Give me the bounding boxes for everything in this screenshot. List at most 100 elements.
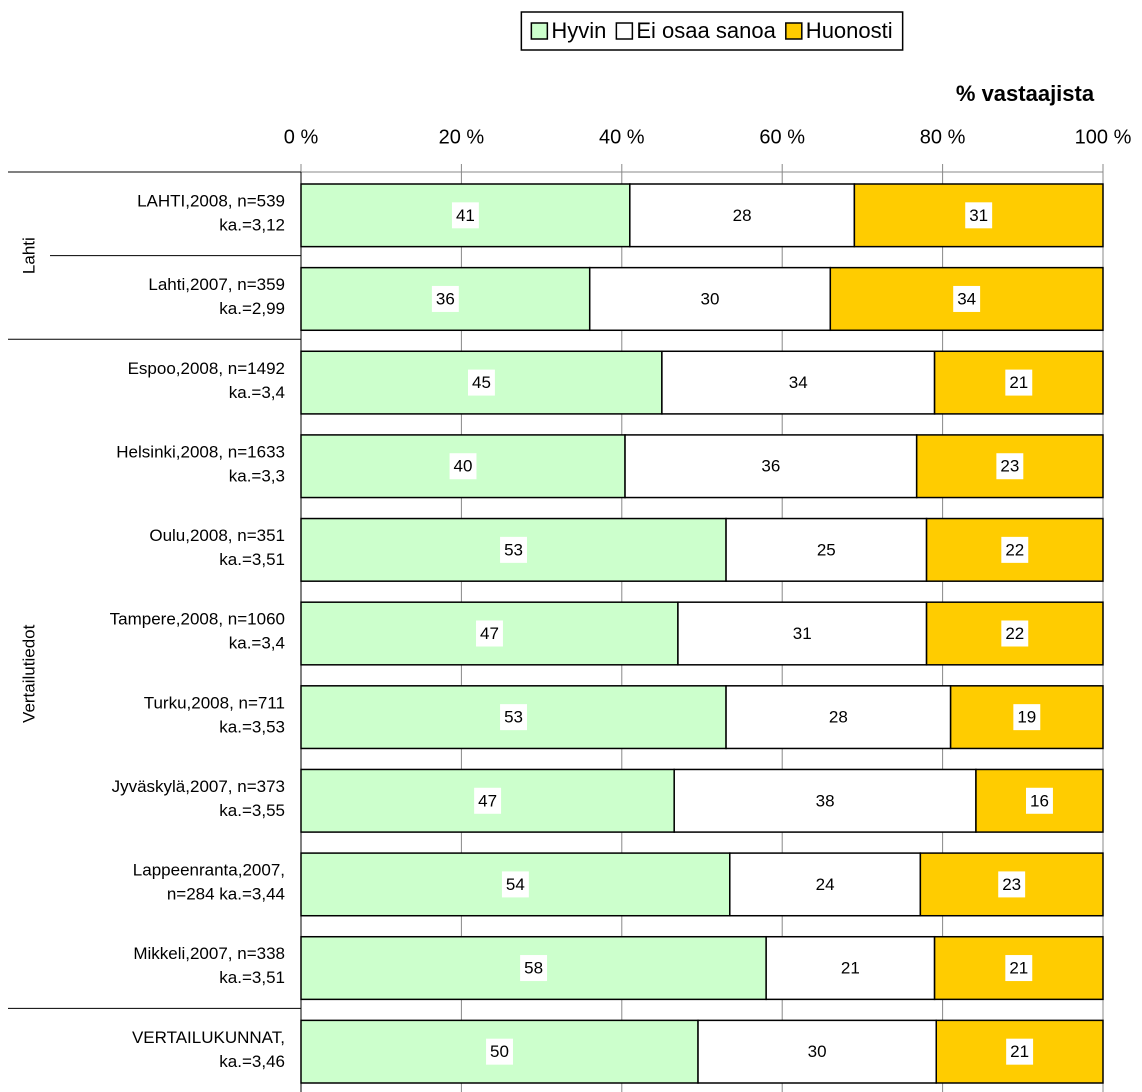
y-tick-label: ka.=3,53 [219,717,285,736]
group-label: Lahti [19,237,38,274]
data-label: 19 [1017,708,1036,727]
y-tick-label: VERTAILUKUNNAT, [132,1028,285,1047]
data-label-bg [996,453,1024,480]
y-tick-label: ka.=3,46 [219,1052,285,1071]
y-tick-label: LAHTI,2008, n=539 [137,191,285,210]
bar-segment [919,852,1104,917]
data-label: 21 [1009,373,1028,392]
data-label: 23 [1002,875,1021,894]
data-label-bg [788,620,816,647]
y-tick-label: ka.=3,55 [219,801,285,820]
data-label-bg [467,369,495,396]
y-tick-label: Lahti,2007, n=359 [148,275,285,294]
data-label-bg [1001,536,1029,563]
y-tick-label: Tampere,2008, n=1060 [110,610,285,629]
x-tick-label: 100 % [1075,126,1132,148]
data-label: 31 [969,206,988,225]
data-label: 24 [816,875,835,894]
data-label: 41 [456,206,475,225]
data-label: 38 [816,791,835,810]
data-label-bg [965,202,993,229]
y-tick-label: Turku,2008, n=711 [144,693,285,712]
data-label-bg [811,871,839,898]
data-label: 45 [472,373,491,392]
data-label-bg [1001,620,1029,647]
data-label: 50 [490,1042,509,1061]
y-tick-label: ka.=3,51 [219,550,285,569]
data-label: 25 [817,540,836,559]
axis-title: % vastaajista [956,81,1095,106]
data-label-bg [836,955,864,982]
data-label: 31 [793,624,812,643]
data-label-bg [812,536,840,563]
data-label-bg [431,285,459,312]
y-tick-label: Oulu,2008, n=351 [149,526,285,545]
y-tick-label: Mikkeli,2007, n=338 [133,944,285,963]
data-label-bg [500,704,527,731]
data-label-bg [501,871,529,898]
data-label: 28 [733,206,752,225]
data-label-bg [998,871,1026,898]
data-label-bg [520,955,548,982]
data-label: 21 [841,959,860,978]
y-tick-label: ka.=3,3 [229,466,285,485]
data-label: 22 [1005,540,1024,559]
bar-segment [300,768,675,833]
y-tick-label: ka.=3,4 [229,634,285,653]
data-label-bg [486,1038,513,1065]
data-label-bg [811,787,839,814]
y-tick-label: Lappeenranta,2007, [133,861,285,880]
data-label: 53 [504,708,523,727]
data-label-bg [500,536,527,563]
data-label: 22 [1005,624,1024,643]
data-label-bg [757,453,785,480]
data-label: 53 [504,540,523,559]
data-label: 47 [478,791,497,810]
data-label-bg [1005,369,1033,396]
data-label: 23 [1000,457,1019,476]
data-label-bg [784,369,812,396]
y-tick-label: Jyväskylä,2007, n=373 [112,777,285,796]
data-label-bg [953,285,981,312]
legend-swatch [530,22,549,40]
data-label-bg [1005,955,1033,982]
data-label: 58 [524,959,543,978]
y-tick-label: Helsinki,2008, n=1633 [116,442,285,461]
data-label-bg [1013,704,1041,731]
data-label: 54 [506,875,525,894]
data-label: 34 [789,373,808,392]
data-label-bg [476,620,503,647]
y-tick-label: ka.=3,51 [219,968,285,987]
bars: 41 28 31 36 30 34 45 34 21 40 36 23 53 25 22 47 31 22 53 28… [300,183,1104,1084]
x-tick-label: 20 % [439,126,485,148]
y-tick-label: ka.=3,4 [229,383,285,402]
data-label: 16 [1030,791,1049,810]
data-label: 47 [480,624,499,643]
bar-segment [729,852,922,917]
data-label: 40 [454,457,473,476]
legend-label: Ei osaa sanoa [636,18,776,43]
y-tick-label: ka.=3,12 [219,215,285,234]
data-label-bg [803,1038,831,1065]
data-label: 30 [701,289,720,308]
group-label: Vertailutiedot [19,624,38,723]
data-label: 28 [829,708,848,727]
data-label: 34 [957,289,976,308]
data-label-bg [1026,787,1053,814]
legend-swatch [785,22,803,40]
legend-label: Hyvin [551,18,606,43]
data-label: 36 [436,289,455,308]
x-tick-label: 0 % [284,126,319,148]
data-label: 36 [761,457,780,476]
data-label-bg [449,453,477,480]
data-label-bg [1006,1038,1034,1065]
data-label-bg [696,285,724,312]
legend: Hyvin Ei osaa sanoa Huonosti [520,11,904,51]
data-label-bg [451,202,479,229]
data-label-bg [824,704,852,731]
legend-box [520,11,904,51]
x-tick-label: 40 % [599,126,645,148]
x-tick-label: 80 % [920,126,966,148]
data-label: 21 [1010,1042,1029,1061]
